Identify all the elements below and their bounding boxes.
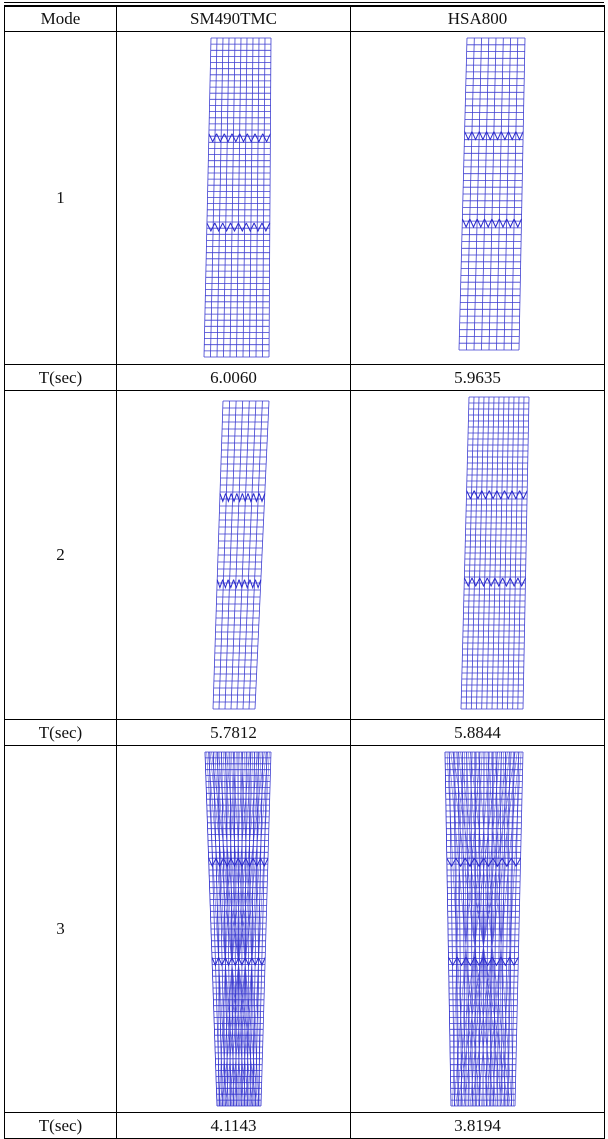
mode-cell: 1 bbox=[4, 31, 117, 365]
image-cell bbox=[350, 31, 605, 365]
mode-shape bbox=[458, 37, 526, 351]
building-frame bbox=[208, 857, 269, 967]
mode-shape bbox=[212, 400, 270, 710]
period-row: T(sec) 6.0060 5.9635 bbox=[4, 364, 605, 391]
label-cell: T(sec) bbox=[4, 364, 117, 391]
value-cell: 4.1143 bbox=[116, 1112, 351, 1139]
header-cell: SM490TMC bbox=[116, 5, 351, 32]
label-cell: T(sec) bbox=[4, 719, 117, 746]
value-cell: 5.8844 bbox=[350, 719, 605, 746]
value-cell: 3.8194 bbox=[350, 1112, 605, 1139]
building-frame bbox=[216, 493, 266, 590]
image-cell bbox=[116, 31, 351, 365]
mode-shape bbox=[444, 751, 524, 1107]
mode-row: 1 bbox=[4, 31, 605, 365]
building-frame bbox=[203, 37, 272, 358]
mode-shape bbox=[203, 37, 272, 358]
building-frame bbox=[446, 857, 522, 967]
building-frame bbox=[461, 131, 524, 229]
period-row: T(sec) 4.1143 3.8194 bbox=[4, 1112, 605, 1139]
building-frame bbox=[204, 751, 270, 1107]
mode-shape bbox=[460, 396, 530, 710]
header-cell: HSA800 bbox=[350, 5, 605, 32]
image-cell bbox=[350, 390, 605, 720]
value-cell: 6.0060 bbox=[116, 364, 351, 391]
header-row: Mode SM490TMC HSA800 bbox=[4, 5, 605, 32]
label-cell: T(sec) bbox=[4, 1112, 117, 1139]
building-frame bbox=[444, 751, 522, 1107]
mode-cell: 3 bbox=[4, 745, 117, 1113]
top-rule bbox=[4, 2, 604, 3]
building-frame bbox=[463, 490, 528, 588]
image-cell bbox=[350, 745, 605, 1113]
value-cell: 5.7812 bbox=[116, 719, 351, 746]
mode-shape bbox=[204, 751, 272, 1107]
value-cell: 5.9635 bbox=[350, 364, 605, 391]
image-cell bbox=[116, 745, 351, 1113]
building-frame bbox=[458, 37, 526, 351]
mode-table: Mode SM490TMC HSA800 1 T(sec) 6.0060 5.9… bbox=[4, 5, 605, 1139]
mode-row: 3 bbox=[4, 745, 605, 1113]
building-frame bbox=[212, 400, 270, 710]
header-cell: Mode bbox=[4, 5, 117, 32]
image-cell bbox=[116, 390, 351, 720]
mode-cell: 2 bbox=[4, 390, 117, 720]
building-frame bbox=[460, 396, 530, 710]
period-row: T(sec) 5.7812 5.8844 bbox=[4, 719, 605, 746]
mode-row: 2 bbox=[4, 390, 605, 720]
building-frame bbox=[206, 133, 271, 233]
